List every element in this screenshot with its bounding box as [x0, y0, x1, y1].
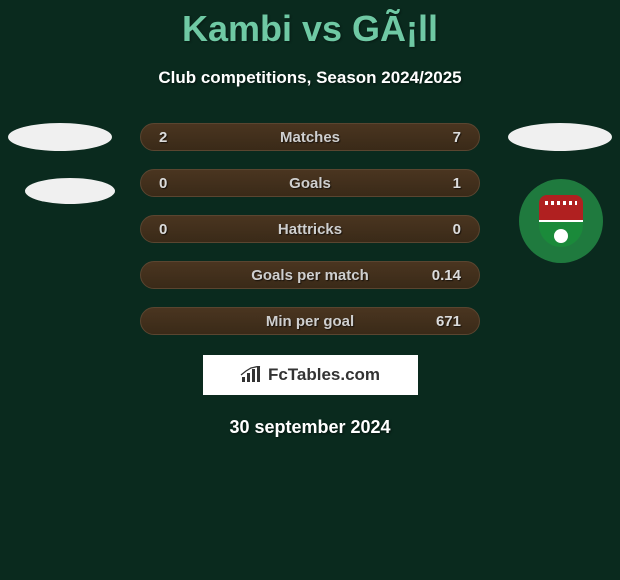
date: 30 september 2024	[0, 417, 620, 438]
stat-left-value: 2	[159, 129, 167, 146]
stat-right-value: 7	[453, 129, 461, 146]
stat-label: Min per goal	[266, 313, 354, 330]
stat-right-value: 1	[453, 175, 461, 192]
subtitle: Club competitions, Season 2024/2025	[0, 68, 620, 88]
stat-left-value: 0	[159, 221, 167, 238]
stat-row-hattricks: 0 Hattricks 0	[140, 215, 480, 243]
brand-box[interactable]: FcTables.com	[203, 355, 418, 395]
stat-row-goals-per-match: Goals per match 0.14	[140, 261, 480, 289]
brand-text: FcTables.com	[268, 365, 380, 385]
stat-label: Goals per match	[251, 267, 369, 284]
bar-chart-icon	[240, 366, 262, 384]
stat-left-value: 0	[159, 175, 167, 192]
stat-label: Matches	[280, 129, 340, 146]
stat-right-value: 0.14	[432, 267, 461, 284]
stat-right-value: 671	[436, 313, 461, 330]
stat-label: Goals	[289, 175, 331, 192]
stat-right-value: 0	[453, 221, 461, 238]
page-title: Kambi vs GÃ¡ll	[0, 0, 620, 50]
stat-row-min-per-goal: Min per goal 671	[140, 307, 480, 335]
stat-label: Hattricks	[278, 221, 342, 238]
stats-container: 2 Matches 7 0 Goals 1 0 Hattricks 0 Goal…	[0, 123, 620, 335]
stat-row-goals: 0 Goals 1	[140, 169, 480, 197]
stat-row-matches: 2 Matches 7	[140, 123, 480, 151]
